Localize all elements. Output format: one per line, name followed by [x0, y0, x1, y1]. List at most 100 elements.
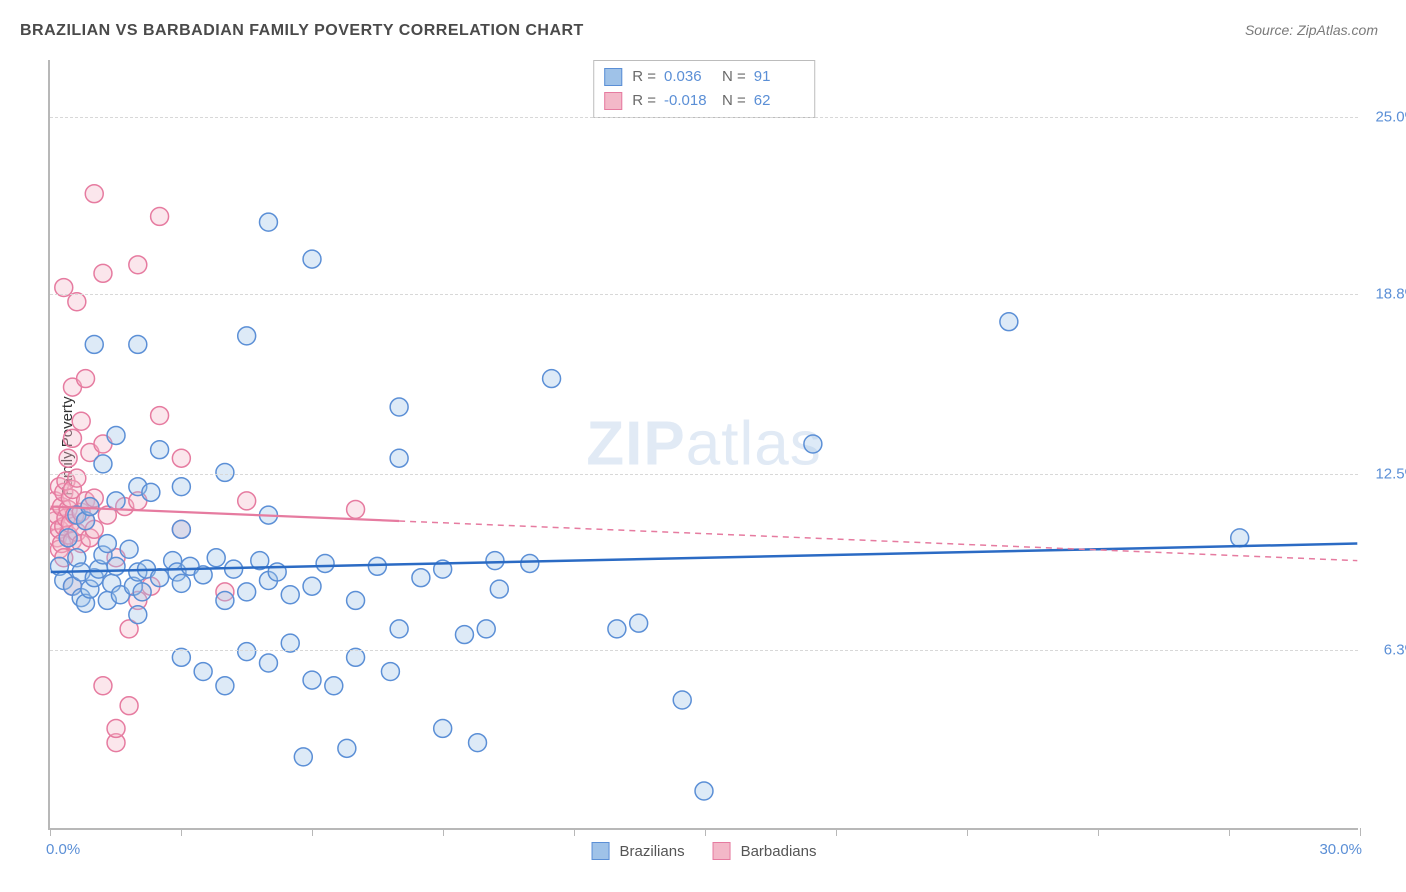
plot-area: ZIPatlas R = 0.036 N = 91 R = -0.018 N =…	[48, 60, 1358, 830]
scatter-point	[111, 586, 129, 604]
correlation-legend-row: R = 0.036 N = 91	[604, 65, 804, 89]
scatter-point	[181, 557, 199, 575]
series-legend: Brazilians Barbadians	[592, 842, 817, 860]
scatter-point	[55, 549, 73, 567]
scatter-point	[172, 574, 190, 592]
chart-title: BRAZILIAN VS BARBADIAN FAMILY POVERTY CO…	[20, 22, 584, 40]
scatter-point	[630, 614, 648, 632]
scatter-point	[390, 449, 408, 467]
scatter-point	[59, 500, 77, 518]
trendline	[51, 544, 1358, 572]
scatter-point	[94, 546, 112, 564]
scatter-point	[72, 589, 90, 607]
scatter-point	[347, 500, 365, 518]
legend-swatch-brazilians	[604, 68, 622, 86]
chart-container: BRAZILIAN VS BARBADIAN FAMILY POVERTY CO…	[0, 0, 1406, 892]
x-axis-start-label: 0.0%	[46, 841, 80, 858]
x-tick	[1098, 828, 1099, 836]
scatter-point	[151, 441, 169, 459]
scatter-point	[259, 654, 277, 672]
scatter-point	[133, 583, 151, 601]
scatter-point	[94, 455, 112, 473]
source-attribution: Source: ZipAtlas.com	[1245, 22, 1378, 38]
scatter-point	[55, 518, 73, 536]
scatter-point	[81, 580, 99, 598]
scatter-point	[53, 498, 71, 516]
scatter-point	[455, 626, 473, 644]
trendline	[51, 507, 399, 521]
scatter-point	[57, 509, 75, 527]
scatter-point	[381, 663, 399, 681]
scatter-point	[72, 503, 90, 521]
scatter-point	[120, 697, 138, 715]
legend-swatch-barbadians	[713, 842, 731, 860]
scatter-point	[543, 370, 561, 388]
scatter-point	[172, 449, 190, 467]
scatter-point	[325, 677, 343, 695]
scatter-point	[50, 529, 66, 547]
scatter-point	[68, 506, 86, 524]
scatter-point	[72, 412, 90, 430]
correlation-legend: R = 0.036 N = 91 R = -0.018 N = 62	[593, 60, 815, 118]
x-tick	[1360, 828, 1361, 836]
scatter-point	[59, 449, 77, 467]
scatter-point	[303, 671, 321, 689]
scatter-point	[120, 620, 138, 638]
scatter-point	[61, 515, 79, 533]
scatter-point	[129, 492, 147, 510]
scatter-point	[142, 577, 160, 595]
scatter-point	[77, 512, 95, 530]
scatter-point	[238, 492, 256, 510]
scatter-point	[64, 577, 82, 595]
scatter-point	[412, 569, 430, 587]
scatter-point	[151, 569, 169, 587]
scatter-point	[64, 429, 82, 447]
scatter-point	[207, 549, 225, 567]
scatter-point	[107, 426, 125, 444]
y-tick-label: 12.5%	[1375, 465, 1406, 482]
scatter-point	[259, 213, 277, 231]
scatter-point	[55, 572, 73, 590]
scatter-point	[85, 335, 103, 353]
scatter-point	[85, 520, 103, 538]
x-tick	[181, 828, 182, 836]
scatter-point	[486, 552, 504, 570]
scatter-point	[172, 520, 190, 538]
x-tick	[574, 828, 575, 836]
scatter-point	[1000, 313, 1018, 331]
scatter-point	[129, 606, 147, 624]
scatter-point	[64, 577, 82, 595]
scatter-point	[225, 560, 243, 578]
scatter-point	[72, 535, 90, 553]
y-tick-label: 25.0%	[1375, 109, 1406, 126]
correlation-legend-row: R = -0.018 N = 62	[604, 89, 804, 113]
x-axis-end-label: 30.0%	[1319, 841, 1362, 858]
scatter-point	[77, 492, 95, 510]
scatter-point	[695, 782, 713, 800]
scatter-point	[251, 552, 269, 570]
scatter-point	[303, 250, 321, 268]
scatter-point	[238, 583, 256, 601]
scatter-point	[172, 478, 190, 496]
scatter-point	[81, 444, 99, 462]
scatter-point	[164, 552, 182, 570]
scatter-point	[85, 489, 103, 507]
x-tick	[967, 828, 968, 836]
scatter-point	[81, 498, 99, 516]
scatter-point	[172, 520, 190, 538]
scatter-point	[469, 734, 487, 752]
scatter-point	[107, 557, 125, 575]
scatter-point	[107, 492, 125, 510]
scatter-point	[64, 532, 82, 550]
scatter-point	[53, 535, 71, 553]
scatter-point	[194, 566, 212, 584]
scatter-point	[338, 739, 356, 757]
x-tick	[705, 828, 706, 836]
scatter-point	[434, 560, 452, 578]
scatter-point	[64, 378, 82, 396]
scatter-point	[98, 535, 116, 553]
series-legend-item: Brazilians	[592, 842, 685, 860]
scatter-point	[316, 554, 334, 572]
gridline	[50, 117, 1358, 118]
scatter-point	[107, 734, 125, 752]
